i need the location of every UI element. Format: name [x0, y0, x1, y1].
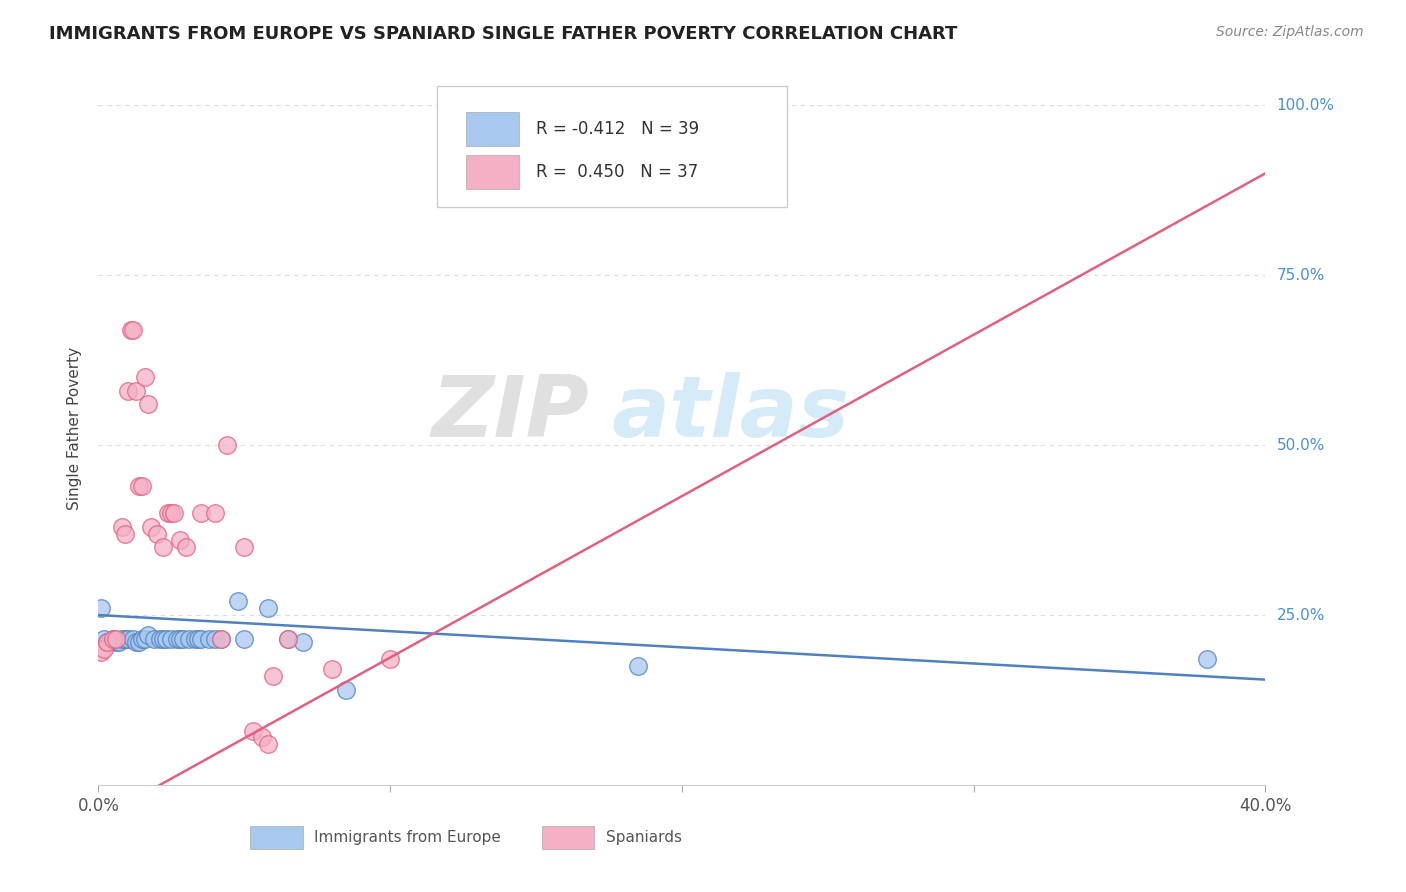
Point [90, 601, 112, 615]
Point [250, 731, 273, 745]
Point [190, 506, 212, 520]
Point [136, 397, 159, 411]
Point [146, 526, 169, 541]
Point [125, 384, 148, 398]
Point [90, 645, 112, 659]
Point [96, 635, 118, 649]
Point [98, 635, 121, 649]
Point [277, 632, 299, 646]
Point [169, 533, 191, 548]
Point [122, 632, 145, 646]
Point [627, 659, 650, 673]
Point [242, 723, 264, 738]
Text: IMMIGRANTS FROM EUROPE VS SPANIARD SINGLE FATHER POVERTY CORRELATION CHART: IMMIGRANTS FROM EUROPE VS SPANIARD SINGL… [49, 25, 957, 43]
Point [149, 632, 172, 646]
Point [198, 632, 221, 646]
Point [104, 632, 127, 646]
Point [114, 526, 136, 541]
Text: Source: ZipAtlas.com: Source: ZipAtlas.com [1216, 25, 1364, 39]
Point [93, 642, 115, 657]
Point [262, 669, 284, 683]
Point [114, 632, 136, 646]
Point [291, 635, 314, 649]
Point [104, 635, 127, 649]
Text: R = -0.412   N = 39: R = -0.412 N = 39 [536, 120, 699, 138]
Point [117, 632, 139, 646]
Text: 100.0%: 100.0% [1277, 98, 1334, 113]
Point [204, 632, 226, 646]
Point [131, 632, 153, 646]
Point [125, 635, 148, 649]
Point [172, 632, 194, 646]
Point [169, 632, 191, 646]
Point [117, 384, 139, 398]
Text: 75.0%: 75.0% [1277, 268, 1324, 283]
Point [160, 632, 183, 646]
Point [187, 632, 209, 646]
Point [380, 652, 402, 666]
Point [128, 479, 150, 493]
Text: atlas: atlas [612, 372, 851, 456]
Point [152, 632, 174, 646]
Point [256, 737, 278, 751]
Point [177, 632, 200, 646]
Point [215, 438, 238, 452]
Point [190, 632, 212, 646]
Point [160, 506, 183, 520]
Point [101, 632, 124, 646]
Point [155, 632, 177, 646]
Point [93, 632, 115, 646]
Point [139, 519, 162, 533]
Point [700, 98, 723, 112]
Point [111, 519, 134, 533]
Point [183, 632, 205, 646]
Point [157, 506, 180, 520]
Point [142, 632, 165, 646]
Point [277, 632, 299, 646]
Point [128, 635, 150, 649]
Point [134, 370, 156, 384]
Point [209, 632, 232, 646]
FancyBboxPatch shape [437, 86, 787, 207]
Point [1195, 652, 1218, 666]
Point [174, 540, 197, 554]
Point [209, 632, 232, 646]
Point [111, 632, 134, 646]
Text: R =  0.450   N = 37: R = 0.450 N = 37 [536, 163, 699, 181]
Point [204, 506, 226, 520]
Point [96, 635, 118, 649]
Point [256, 601, 278, 615]
Text: ZIP: ZIP [430, 372, 589, 456]
FancyBboxPatch shape [250, 826, 302, 849]
Text: Immigrants from Europe: Immigrants from Europe [315, 830, 501, 846]
Point [120, 323, 142, 337]
FancyBboxPatch shape [465, 112, 519, 146]
Text: Spaniards: Spaniards [606, 830, 682, 846]
Y-axis label: Single Father Poverty: Single Father Poverty [67, 347, 83, 509]
Point [122, 323, 145, 337]
Text: 25.0%: 25.0% [1277, 607, 1324, 623]
Point [321, 662, 343, 676]
Point [136, 628, 159, 642]
Text: 50.0%: 50.0% [1277, 438, 1324, 452]
Point [163, 506, 186, 520]
Point [228, 594, 250, 608]
FancyBboxPatch shape [465, 155, 519, 189]
Point [152, 540, 174, 554]
Point [671, 98, 693, 112]
Point [233, 632, 256, 646]
Point [166, 632, 188, 646]
Point [108, 635, 131, 649]
Point [131, 479, 153, 493]
Point [134, 632, 156, 646]
FancyBboxPatch shape [541, 826, 595, 849]
Point [335, 682, 357, 697]
Point [101, 632, 124, 646]
Point [233, 540, 256, 554]
